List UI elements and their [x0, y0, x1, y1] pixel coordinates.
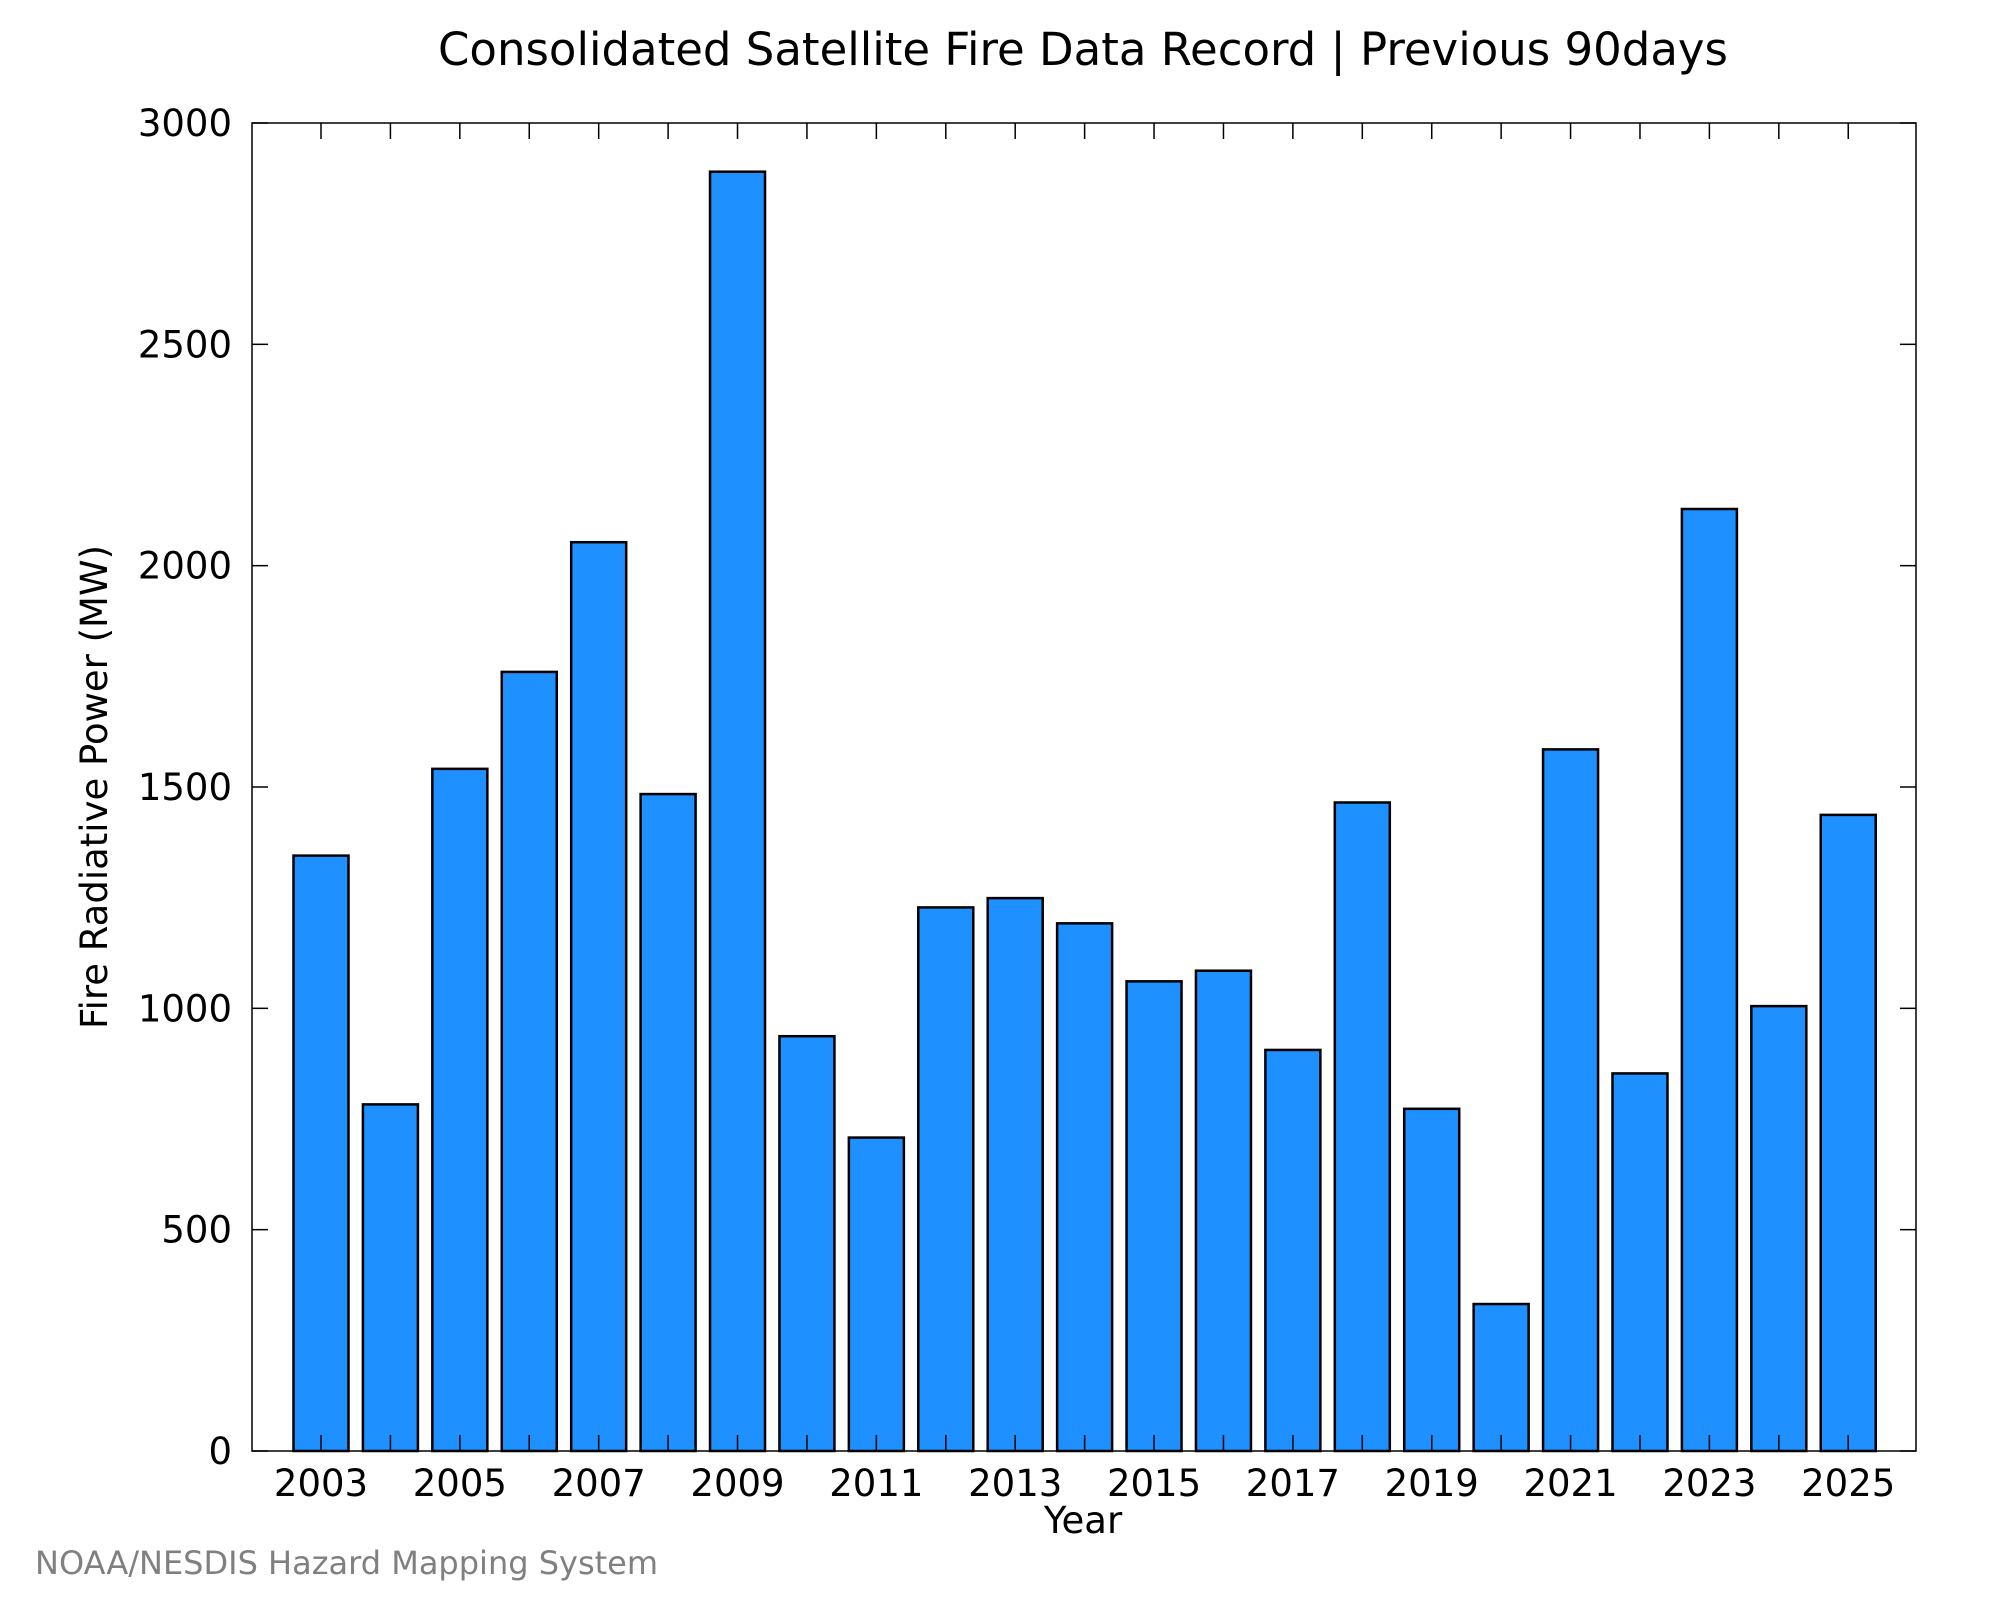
ticks-layer — [252, 122, 1916, 1452]
x-tick-label-2009: 2009 — [690, 1462, 784, 1505]
bar-2018 — [1333, 801, 1392, 1453]
bar-2022 — [1611, 1072, 1669, 1453]
x-tick-label-2017: 2017 — [1246, 1462, 1340, 1505]
bar-2004 — [361, 1103, 420, 1453]
chart-title: Consolidated Satellite Fire Data Record … — [438, 23, 1728, 76]
x-tick-label-2007: 2007 — [552, 1462, 646, 1505]
bar-2003 — [292, 854, 350, 1453]
bar-2021 — [1541, 748, 1600, 1453]
bar-2009 — [708, 170, 767, 1453]
bar-2023 — [1680, 507, 1739, 1453]
x-tick-label-2015: 2015 — [1107, 1462, 1201, 1505]
x-tick-label-2011: 2011 — [829, 1462, 923, 1505]
x-tick-label-2023: 2023 — [1662, 1462, 1756, 1505]
bar-2011 — [847, 1136, 906, 1453]
y-tick-label-3000: 3000 — [138, 102, 232, 145]
bar-2016 — [1194, 969, 1253, 1453]
y-tick-labels: 0 500 1000 1500 2000 2500 3000 — [138, 102, 232, 1473]
bar-2015 — [1125, 980, 1183, 1453]
y-tick-label-2000: 2000 — [138, 545, 232, 588]
bar-2020 — [1472, 1302, 1530, 1453]
bar-2007 — [569, 540, 628, 1453]
x-tick-label-2003: 2003 — [274, 1462, 368, 1505]
x-tick-labels: 2003 2005 2007 2009 2011 2013 2015 2017 2019 2021… — [274, 1462, 1895, 1505]
y-tick-label-2500: 2500 — [138, 323, 232, 366]
bar-2008 — [639, 792, 697, 1453]
bar-2010 — [778, 1034, 836, 1453]
bar-2014 — [1055, 922, 1114, 1453]
x-tick-label-2013: 2013 — [968, 1462, 1062, 1505]
x-axis-title: Year — [1043, 1499, 1123, 1542]
x-tick-label-2019: 2019 — [1385, 1462, 1479, 1505]
bar-2025 — [1819, 813, 1877, 1453]
credit-text: NOAA/NESDIS Hazard Mapping System — [35, 1544, 658, 1582]
y-tick-label-1000: 1000 — [138, 987, 232, 1030]
y-tick-label-1500: 1500 — [138, 766, 232, 809]
bars-layer — [292, 170, 1877, 1453]
y-axis-title: Fire Radiative Power (MW) — [73, 545, 116, 1029]
bar-2013 — [986, 896, 1044, 1453]
y-tick-label-0: 0 — [208, 1430, 232, 1473]
y-tick-label-500: 500 — [161, 1209, 232, 1252]
bar-2005 — [431, 767, 489, 1453]
x-tick-label-2021: 2021 — [1523, 1462, 1617, 1505]
bar-2019 — [1402, 1107, 1461, 1453]
bar-2017 — [1264, 1048, 1322, 1453]
bar-2006 — [500, 670, 559, 1453]
x-tick-label-2025: 2025 — [1801, 1462, 1895, 1505]
bar-2024 — [1750, 1004, 1808, 1453]
x-tick-label-2005: 2005 — [413, 1462, 507, 1505]
bar-2012 — [917, 906, 975, 1453]
